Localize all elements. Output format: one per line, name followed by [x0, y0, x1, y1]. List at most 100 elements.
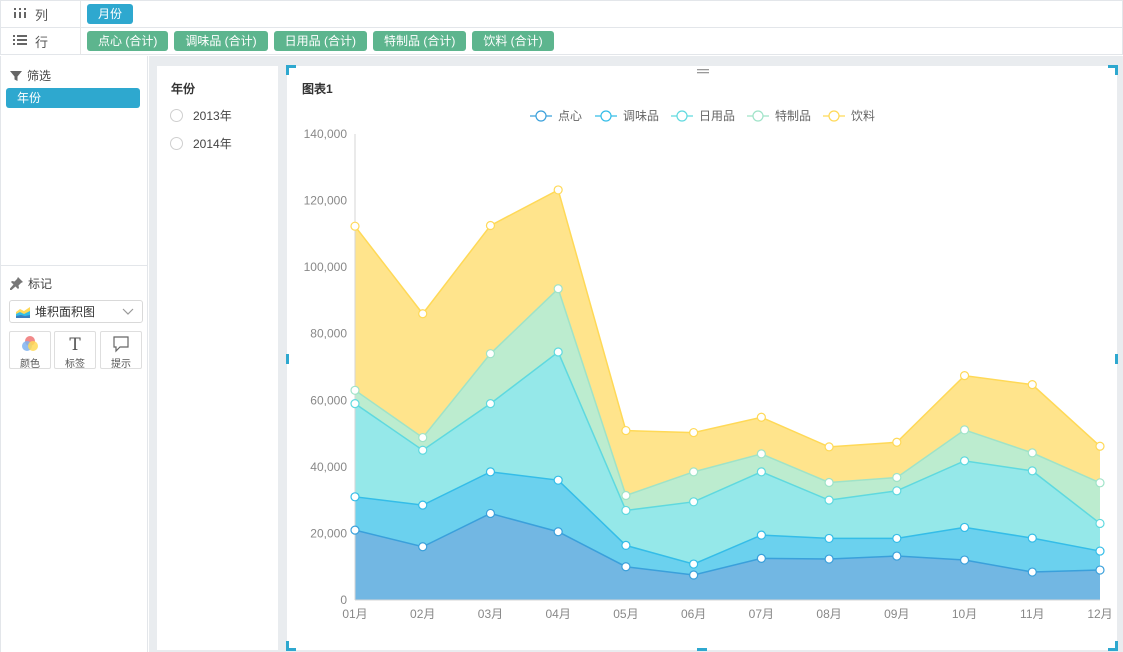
area-3	[355, 288, 1100, 524]
data-point	[621, 490, 631, 501]
rows-pill-condiments[interactable]: 调味品 (合计)	[174, 31, 268, 51]
rows-pill-snacks[interactable]: 点心 (合计)	[87, 31, 169, 51]
rows-icon	[13, 34, 29, 49]
left-panel: 筛选 年份 标记 堆积面积图 颜色 T 标签 提示	[0, 56, 148, 652]
data-point	[892, 472, 902, 483]
y-tick-label: 60,000	[310, 393, 347, 407]
rows-pill-specialty[interactable]: 特制品 (合计)	[372, 31, 467, 51]
data-point	[892, 533, 902, 544]
year-option-2013[interactable]: 2013年	[170, 107, 232, 124]
legend-marker	[828, 110, 840, 122]
rows-shelf: 行 点心 (合计) 调味品 (合计) 日用品 (合计) 特制品 (合计) 饮料 …	[0, 27, 1123, 55]
color-palette-icon	[10, 335, 50, 355]
resize-handle-bottom[interactable]	[697, 648, 707, 651]
rows-pill-beverages[interactable]: 饮料 (合计)	[472, 31, 554, 51]
data-point	[824, 533, 834, 544]
data-point	[1095, 478, 1105, 488]
label-button[interactable]: T 标签	[54, 331, 96, 370]
resize-handle-right[interactable]	[1115, 354, 1118, 364]
year-filter-panel: 年份 2013年 2014年	[157, 66, 278, 650]
data-point	[959, 555, 970, 565]
chart-card[interactable]: 0 20,000 40,000 60,000 80,000 100,000 120,000 1…	[286, 65, 1118, 651]
data-point	[1027, 380, 1037, 390]
data-point	[1027, 466, 1037, 476]
columns-pill-month[interactable]: 月份	[87, 4, 134, 24]
resize-handle-left[interactable]	[286, 354, 289, 364]
data-point	[689, 467, 699, 477]
rows-pill-daily-goods[interactable]: 日用品 (合计)	[273, 31, 367, 51]
columns-shelf: 列 月份	[0, 0, 1123, 27]
year-option-2014[interactable]: 2014年	[170, 135, 232, 152]
color-button[interactable]: 颜色	[9, 331, 51, 370]
filter-title-text: 筛选	[27, 69, 52, 83]
chart-title: 图表1	[302, 82, 333, 96]
x-tick-label: 12月	[1087, 607, 1112, 621]
columns-label-text: 列	[35, 7, 49, 23]
radio-button[interactable]	[170, 137, 183, 150]
columns-shelf-label: 列	[1, 1, 81, 27]
data-point	[959, 456, 970, 466]
data-point	[892, 486, 902, 496]
legend-item[interactable]: 调味品	[595, 109, 659, 123]
data-point	[689, 559, 699, 569]
legend-marker	[752, 110, 764, 122]
legend-item[interactable]: 日用品	[671, 109, 735, 123]
filter-pill-year[interactable]: 年份	[6, 88, 140, 108]
legend-label: 调味品	[623, 109, 659, 123]
data-point	[485, 467, 496, 477]
data-point	[418, 542, 428, 552]
legend-item[interactable]: 特制品	[747, 108, 811, 123]
radio-button[interactable]	[170, 109, 183, 122]
legend-label: 特制品	[775, 108, 811, 123]
filter-icon	[10, 70, 22, 81]
area-4	[355, 189, 1100, 496]
y-tick-label: 100,000	[304, 260, 348, 274]
data-point	[553, 475, 563, 485]
rows-label-text: 行	[35, 34, 49, 50]
tooltip-button[interactable]: 提示	[100, 331, 142, 370]
data-point	[959, 425, 970, 435]
data-point	[621, 540, 631, 551]
filter-section-title: 筛选	[10, 67, 51, 84]
x-tick-label: 09月	[884, 607, 909, 621]
x-tick-label: 01月	[342, 607, 367, 621]
data-point	[485, 399, 496, 409]
stacked-area-icon	[16, 306, 30, 318]
data-point	[892, 437, 902, 447]
series-line-0	[354, 512, 1101, 576]
data-point	[485, 220, 496, 231]
data-point	[756, 553, 766, 563]
text-t-icon: T	[55, 335, 95, 355]
chart-type-select[interactable]: 堆积面积图	[9, 300, 143, 323]
data-point	[824, 477, 834, 488]
x-tick-label: 04月	[546, 607, 571, 621]
resize-corner-bottom-left[interactable]	[286, 641, 296, 651]
legend-item[interactable]: 饮料	[823, 109, 875, 123]
area-0	[355, 513, 1100, 600]
data-point	[824, 442, 834, 452]
data-point	[418, 432, 428, 443]
data-point	[553, 284, 563, 294]
legend-item[interactable]: 点心	[530, 109, 582, 123]
data-point	[689, 427, 699, 438]
data-point	[1027, 567, 1037, 577]
legend-marker	[676, 110, 688, 122]
series-line-3	[354, 287, 1101, 497]
y-tick-label: 20,000	[310, 526, 347, 540]
x-tick-label: 10月	[952, 607, 977, 621]
drag-handle-icon[interactable]	[697, 68, 709, 77]
resize-corner-top-right[interactable]	[1108, 65, 1118, 75]
y-tick-label: 40,000	[310, 460, 347, 474]
legend-label: 饮料	[851, 109, 875, 123]
data-point	[892, 551, 902, 561]
data-point	[756, 530, 766, 540]
data-point	[824, 495, 834, 505]
resize-corner-bottom-right[interactable]	[1108, 641, 1118, 651]
data-point	[553, 185, 563, 195]
legend-marker	[600, 110, 612, 122]
svg-text:T: T	[69, 335, 81, 353]
data-point	[418, 500, 428, 510]
resize-corner-top-left[interactable]	[286, 65, 296, 75]
data-point	[350, 525, 360, 535]
data-point	[553, 347, 563, 357]
